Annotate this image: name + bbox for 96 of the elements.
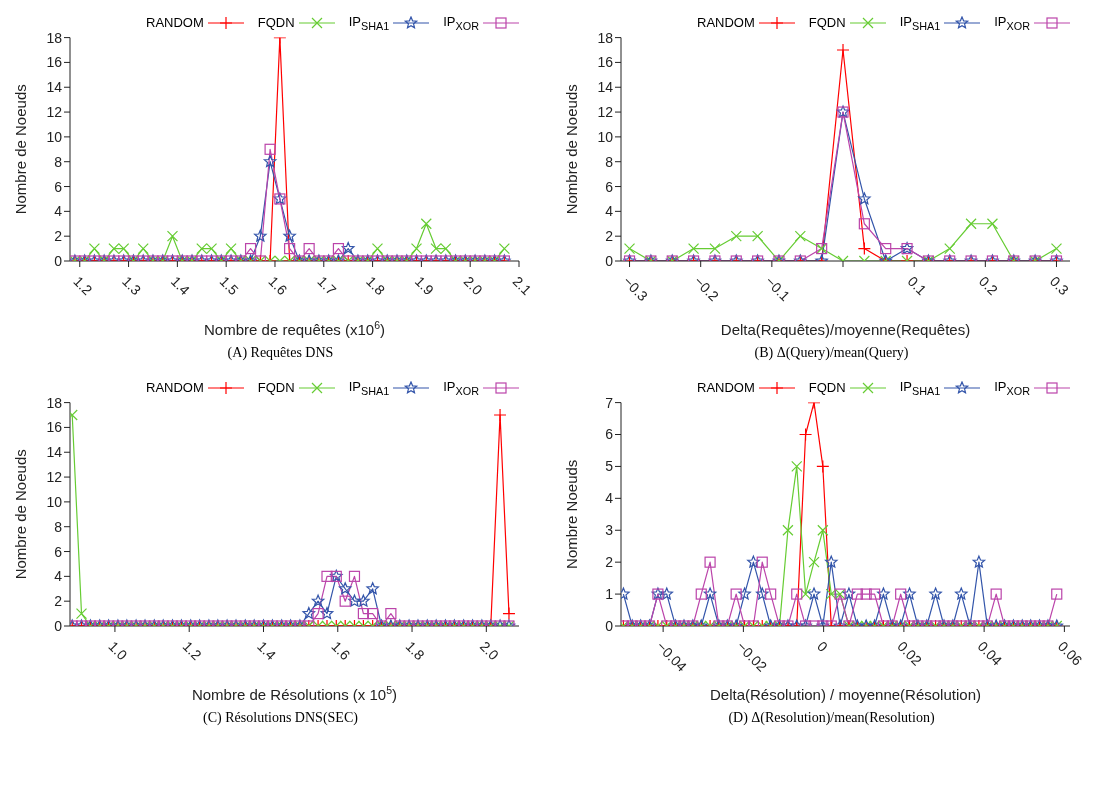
x-tick-label: 1.2: [70, 273, 96, 299]
legend-label: IP$_{XOR}$: [443, 379, 479, 397]
y-tick-label: 0: [54, 252, 63, 269]
y-tick-label: 4: [54, 568, 63, 585]
legend-label: FQDN: [257, 380, 295, 396]
y-axis-title: Nombre de Noeuds: [12, 449, 29, 580]
legend-label: FQDN: [808, 380, 846, 396]
y-tick-label: 0: [605, 252, 614, 269]
y-tick-label: 14: [46, 79, 63, 96]
y-tick-label: 7: [605, 394, 614, 411]
x-axis-title: Delta(Requêtes)/moyenne(Requêtes): [720, 321, 971, 338]
y-tick-label: 10: [597, 128, 614, 145]
y-tick-label: 12: [46, 104, 63, 121]
x-tick-label: 1.9: [411, 273, 438, 299]
y-tick-label: 14: [597, 79, 614, 96]
y-tick-label: 16: [46, 419, 63, 436]
x-axis-title: Nombre de requêtes (x10$^{6}$): [204, 319, 385, 338]
y-axis-title: Nombre Noeuds: [563, 459, 580, 569]
x-tick-label: 1.5: [216, 273, 242, 299]
x-axis-title: Delta(Résolution) / moyenne(Résolution): [710, 686, 981, 703]
y-tick-label: 4: [605, 203, 614, 220]
y-tick-label: 4: [605, 490, 614, 507]
legend-label: RANDOM: [146, 380, 204, 396]
x-tick-label: 1.6: [328, 638, 354, 664]
point: [858, 192, 871, 205]
x-tick-label: −0.2: [691, 273, 723, 305]
x-tick-label: 0: [814, 638, 832, 656]
text: (A) Requêtes DNS: [226, 345, 335, 361]
legend-label: IP$_{SHA1}$: [899, 379, 941, 397]
legend-label: IP$_{SHA1}$: [348, 14, 390, 32]
y-tick-label: 2: [54, 228, 63, 245]
y-axis-title: Nombre de Noeuds: [563, 84, 580, 215]
x-tick-label: 1.2: [179, 638, 205, 664]
y-tick-label: 12: [46, 469, 63, 486]
y-tick-label: 12: [597, 104, 614, 121]
y-tick-label: 16: [597, 54, 614, 71]
y-tick-label: 6: [605, 426, 614, 443]
legend-label: IP$_{XOR}$: [443, 14, 479, 32]
text: (B) Δ(Query)/mean(Query): [753, 345, 910, 361]
legend-label: FQDN: [808, 15, 846, 31]
x-tick-label: 0.3: [1047, 273, 1073, 299]
point: [283, 229, 296, 242]
y-tick-label: 1: [605, 586, 614, 603]
y-tick-label: 8: [54, 518, 63, 535]
y-tick-label: 8: [605, 153, 614, 170]
x-tick-label: 1.8: [402, 638, 428, 664]
x-tick-label: 0.2: [975, 273, 1002, 299]
x-tick-label: 1.4: [254, 638, 280, 664]
point: [254, 229, 267, 242]
y-tick-label: 8: [54, 153, 63, 170]
y-tick-label: 14: [46, 444, 63, 461]
x-tick-label: 0.04: [974, 638, 1006, 669]
y-tick-label: 6: [54, 178, 63, 195]
legend-label: IP$_{XOR}$: [994, 379, 1030, 397]
text: (C) Résolutions DNS(SEC): [202, 710, 359, 726]
x-tick-label: −0.3: [620, 273, 652, 305]
y-tick-label: 2: [605, 554, 614, 571]
y-tick-label: 3: [605, 522, 614, 539]
x-tick-label: 1.3: [119, 273, 145, 299]
x-tick-label: 2.0: [476, 638, 503, 664]
x-tick-label: −0.1: [762, 273, 794, 305]
x-tick-label: 1.0: [105, 638, 131, 664]
x-tick-label: 0.1: [904, 273, 930, 299]
y-axis-title: Nombre de Noeuds: [12, 84, 29, 215]
y-tick-label: 0: [605, 617, 614, 634]
y-tick-label: 10: [46, 493, 63, 510]
legend-label: IP$_{SHA1}$: [348, 379, 390, 397]
legend-label: IP$_{XOR}$: [994, 14, 1030, 32]
legend-label: RANDOM: [697, 380, 755, 396]
x-tick-label: 1.8: [363, 273, 389, 299]
y-tick-label: 6: [605, 178, 614, 195]
legend-label: RANDOM: [697, 15, 755, 31]
x-tick-label: 2.1: [509, 273, 535, 299]
y-tick-label: 0: [54, 617, 63, 634]
legend-label: FQDN: [257, 15, 295, 31]
y-tick-label: 18: [46, 29, 63, 46]
y-tick-label: 5: [605, 458, 614, 475]
point: [264, 143, 276, 155]
y-tick-label: 10: [46, 128, 63, 145]
point: [263, 155, 277, 168]
y-tick-label: 6: [54, 543, 63, 560]
y-tick-label: 18: [597, 29, 614, 46]
y-tick-label: 18: [46, 394, 63, 411]
y-tick-label: 4: [54, 203, 63, 220]
legend-label: RANDOM: [146, 15, 204, 31]
x-tick-label: 2.0: [460, 273, 486, 299]
x-tick-label: 0.06: [1054, 638, 1086, 669]
x-tick-label: 1.7: [314, 273, 340, 299]
x-tick-label: 1.4: [167, 273, 194, 299]
y-tick-label: 2: [605, 228, 614, 245]
text: (D) Δ(Resolution)/mean(Resolution): [727, 710, 936, 726]
y-tick-label: 2: [54, 593, 63, 610]
y-tick-label: 16: [46, 54, 63, 71]
legend-label: IP$_{SHA1}$: [899, 14, 941, 32]
x-axis-title: Nombre de Résolutions (x 10$^{5}$): [191, 684, 398, 703]
x-tick-label: 1.6: [265, 273, 291, 299]
